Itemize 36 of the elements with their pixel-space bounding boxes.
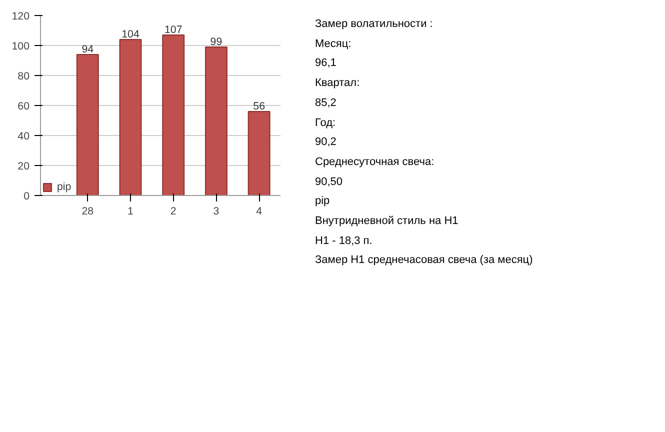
x-tick-label: 3 (213, 206, 220, 218)
y-tick-label: 80 (18, 70, 30, 82)
y-tick-label: 120 (12, 10, 30, 22)
text: pip (315, 194, 331, 210)
x-tick-label: 4 (256, 206, 262, 218)
bar (205, 46, 228, 196)
bar (162, 34, 185, 196)
y-tick-label: 0 (24, 190, 30, 202)
text: 90,2 (315, 135, 338, 150)
data-label: 104 (122, 28, 140, 40)
text: 96,1 (315, 56, 338, 72)
bar (248, 111, 270, 196)
text: Год: (315, 116, 337, 131)
y-tick-label: 100 (12, 40, 30, 52)
bar (76, 54, 99, 196)
text: 85,2 (315, 96, 338, 111)
text: H1 - 18,3 п. (315, 234, 374, 249)
bar (119, 39, 142, 196)
y-tick-label: 40 (18, 130, 30, 142)
data-label: 94 (82, 44, 94, 56)
y-tick-label: 20 (18, 160, 30, 172)
text: 90,50 (315, 174, 344, 190)
y-tick-label: 60 (18, 100, 30, 112)
x-tick-label: 2 (170, 206, 176, 218)
text: Внутридневной стиль на H1 (315, 214, 460, 230)
text: Замер волатильности : (315, 17, 434, 32)
data-label: 107 (164, 24, 182, 36)
data-label: 56 (253, 100, 266, 112)
x-tick-label: 1 (128, 206, 134, 218)
text: Месяц: (315, 36, 352, 52)
x-tick-label: 28 (82, 206, 94, 218)
text: Квартал: (315, 76, 361, 92)
text: Замер H1 среднечасовая свеча (за месяц) (315, 253, 533, 268)
legend-label: pip (57, 181, 72, 193)
data-label: 99 (210, 36, 222, 48)
text: Среднесуточная свеча: (315, 154, 436, 170)
